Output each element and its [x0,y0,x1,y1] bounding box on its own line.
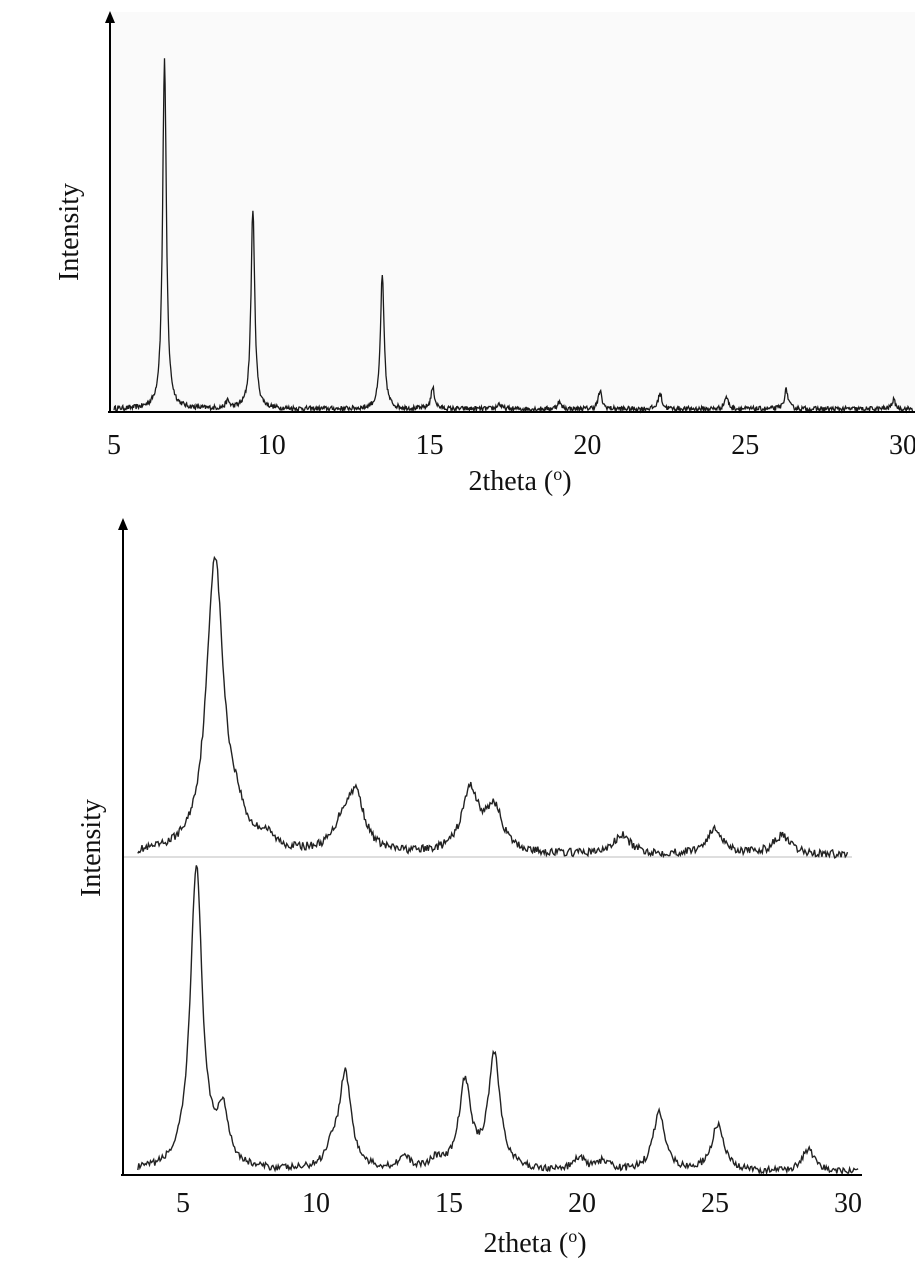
chart-bottom-x-tick-labels: 5 10 15 20 25 30 [176,1188,862,1219]
chart-bottom-degree-symbol: o [568,1226,577,1246]
chart-top-x-tick-labels: 5 10 15 20 25 30 [107,430,915,461]
chart-bottom-upper-series-line [137,555,849,859]
chart-bottom-y-axis-arrow [118,518,128,530]
chart-top-x-tick-label: 10 [258,430,286,461]
chart-bottom-lower-series-line [137,865,859,1176]
chart-top-degree-symbol: o [553,464,562,484]
chart-top-x-tick-label: 20 [573,430,601,461]
chart-bottom-x-tick-label: 20 [568,1188,596,1219]
chart-top-y-axis-arrow [105,11,115,23]
chart-top-x-tick-label: 15 [416,430,444,461]
chart-top: 5 10 15 20 25 30 Intensity 2theta (o) [54,11,915,497]
chart-bottom-x-tick-label: 10 [302,1188,330,1219]
chart-top-x-axis-label: 2theta (o) [468,464,571,497]
chart-top-y-axis-label: Intensity [54,183,85,281]
chart-bottom-x-tick-label: 5 [176,1188,190,1219]
chart-bottom-x-axis-label: 2theta (o) [483,1226,586,1259]
chart-top-x-tick-label: 25 [731,430,759,461]
chart-top-series-line [113,58,914,414]
chart-bottom-x-tick-label: 30 [834,1188,862,1219]
chart-bottom: 5 10 15 20 25 30 Intensity 2theta (o) [76,518,862,1259]
chart-top-x-tick-label: 30 [889,430,915,461]
chart-top-plot-area [110,12,915,412]
chart-top-x-tick-label: 5 [107,430,121,461]
chart-bottom-x-tick-label: 25 [701,1188,729,1219]
chart-bottom-y-axis-label: Intensity [76,799,107,897]
chart-bottom-x-tick-label: 15 [435,1188,463,1219]
